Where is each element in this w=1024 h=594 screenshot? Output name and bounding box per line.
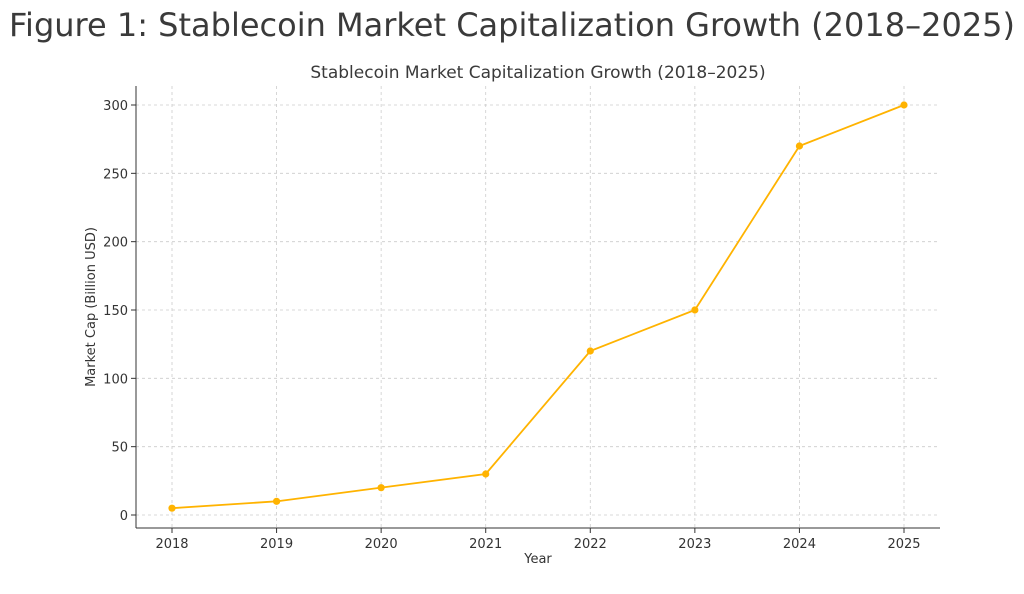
y-tick-label: 100 bbox=[103, 372, 128, 387]
series-line bbox=[171, 104, 905, 510]
x-tick-label: 2018 bbox=[155, 537, 188, 552]
x-tick-label: 2025 bbox=[887, 537, 920, 552]
y-axis-label: Market Cap (Billion USD) bbox=[84, 227, 99, 387]
y-tick-label: 50 bbox=[111, 441, 128, 456]
data-point bbox=[482, 470, 490, 478]
data-point bbox=[795, 142, 804, 150]
x-tick-label: 2024 bbox=[783, 537, 816, 552]
data-point bbox=[586, 347, 594, 355]
x-tick-label: 2020 bbox=[365, 537, 398, 552]
chart-title: Stablecoin Market Capitalization Growth … bbox=[310, 63, 765, 83]
data-point bbox=[168, 504, 176, 512]
figure-title: Figure 1: Stablecoin Market Capitalizati… bbox=[8, 6, 1016, 44]
x-axis-label: Year bbox=[523, 552, 552, 567]
x-tick-label: 2021 bbox=[469, 537, 502, 552]
axes bbox=[135, 86, 940, 529]
data-point bbox=[377, 484, 385, 492]
y-ticks: 0 50 100 150 200 250 300 bbox=[103, 99, 136, 524]
data-point bbox=[272, 497, 281, 505]
data-point bbox=[691, 306, 699, 314]
grid bbox=[136, 86, 940, 528]
y-tick-label: 200 bbox=[103, 236, 128, 251]
x-tick-label: 2022 bbox=[574, 537, 607, 552]
x-tick-label: 2019 bbox=[260, 537, 293, 552]
y-tick-label: 0 bbox=[120, 509, 128, 524]
y-tick-label: 150 bbox=[103, 304, 128, 319]
y-tick-label: 250 bbox=[103, 167, 128, 182]
x-tick-label: 2023 bbox=[678, 537, 711, 552]
data-point bbox=[900, 101, 908, 109]
y-tick-label: 300 bbox=[103, 99, 128, 114]
x-ticks: 2018 2019 2020 2021 2022 2023 2024 2025 bbox=[155, 528, 921, 552]
series bbox=[168, 101, 908, 512]
